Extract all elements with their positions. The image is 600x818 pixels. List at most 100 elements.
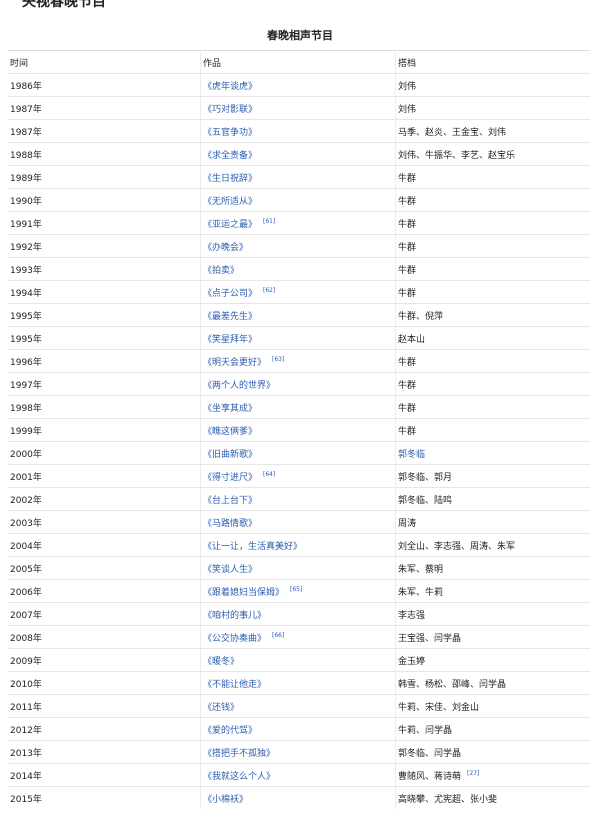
work-link[interactable]: 《让一让，生活真美好》	[203, 541, 303, 552]
work-link[interactable]: 《亚运之最》	[203, 219, 258, 230]
work-link[interactable]: 《我就这么个人》	[203, 771, 276, 782]
work-link[interactable]: 《爱的代驾》	[203, 725, 258, 736]
year-cell: 1987年	[8, 96, 201, 120]
work-link[interactable]: 《生日祝辞》	[203, 173, 258, 184]
partners-text: 高晓攀、尤宪超、张小斐	[398, 794, 498, 805]
partners-text: 朱军、牛莉	[398, 587, 444, 598]
work-link[interactable]: 《瞧这俩爹》	[203, 426, 258, 437]
partners-cell: 牛莉、闫学晶	[395, 717, 590, 741]
partners-cell: 牛群	[395, 165, 590, 189]
work-link[interactable]: 《还钱》	[203, 702, 240, 713]
partners-text: 牛群	[398, 196, 417, 207]
table-row: 1994年 《点子公司》 [62] 牛群	[8, 280, 590, 304]
partners-cell: 牛群	[395, 188, 590, 212]
partners-text: 刘全山、李志强、周涛、朱军	[398, 541, 516, 552]
work-link[interactable]: 《台上台下》	[203, 495, 258, 506]
reference-link[interactable]: [66]	[272, 631, 285, 639]
work-link[interactable]: 《虎年谈虎》	[203, 81, 258, 92]
table-row: 2003年 《马路情歌》 周涛	[8, 510, 590, 534]
work-link[interactable]: 《咱村的事儿》	[203, 610, 267, 621]
work-link[interactable]: 《得寸进尺》	[203, 472, 258, 483]
table-row: 1996年 《明天会更好》 [63] 牛群	[8, 349, 590, 373]
partners-text: 曹随风、蒋诗萌	[398, 771, 462, 782]
year-cell: 2007年	[8, 602, 201, 626]
reference-link[interactable]: [27]	[467, 769, 480, 777]
table-row: 1989年 《生日祝辞》 牛群	[8, 165, 590, 189]
work-link[interactable]: 《坐享其成》	[203, 403, 258, 414]
work-cell: 《得寸进尺》 [64]	[200, 464, 396, 488]
year-cell: 1988年	[8, 142, 201, 166]
reference-link[interactable]: [61]	[263, 217, 276, 225]
partners-text: 郭冬临、郭月	[398, 472, 453, 483]
table-caption: 春晚相声节目	[267, 29, 333, 42]
partners-text: 王宝强、闫学晶	[398, 633, 462, 644]
work-link[interactable]: 《跟着媳妇当保姆》	[203, 587, 285, 598]
work-link[interactable]: 《办晚会》	[203, 242, 249, 253]
work-link[interactable]: 《马路情歌》	[203, 518, 258, 529]
partners-cell: 郭冬临、闫学晶	[395, 740, 590, 764]
partners-cell: 刘伟、牛振华、李艺、赵宝乐	[395, 142, 590, 166]
work-link[interactable]: 《求全责备》	[203, 150, 258, 161]
year-cell: 2000年	[8, 441, 201, 465]
year-cell: 1997年	[8, 372, 201, 396]
header-work: 作品	[200, 50, 396, 74]
partners-cell: 赵本山	[395, 326, 590, 350]
partner-link[interactable]: 郭冬临	[398, 449, 426, 460]
work-cell: 《我就这么个人》	[200, 763, 396, 787]
reference-link[interactable]: [62]	[263, 286, 276, 294]
year-cell: 1994年	[8, 280, 201, 304]
work-link[interactable]: 《旧曲新歌》	[203, 449, 258, 460]
partners-cell: 王宝强、闫学晶	[395, 625, 590, 649]
partners-cell: 朱军、蔡明	[395, 556, 590, 580]
partners-cell: 牛群	[395, 418, 590, 442]
partners-text: 郭冬临、陆鸣	[398, 495, 453, 506]
work-link[interactable]: 《搭把手不孤独》	[203, 748, 276, 759]
work-link[interactable]: 《最差先生》	[203, 311, 258, 322]
work-cell: 《生日祝辞》	[200, 165, 396, 189]
work-link[interactable]: 《小棉袄》	[203, 794, 249, 805]
work-link[interactable]: 《公交协奏曲》	[203, 633, 267, 644]
reference-link[interactable]: [64]	[263, 470, 276, 478]
table-row: 2013年 《搭把手不孤独》 郭冬临、闫学晶	[8, 740, 590, 764]
table-row: 2014年 《我就这么个人》 曹随风、蒋诗萌 [27]	[8, 763, 590, 787]
partners-cell: 牛群	[395, 372, 590, 396]
partners-cell: 牛群、倪萍	[395, 303, 590, 327]
sketch-programs-table: 时间 作品 搭档 1986年 《虎年谈虎》 刘伟 1987年 《巧对影联》 刘伟 1987年…	[8, 50, 590, 809]
reference-link[interactable]: [65]	[290, 585, 303, 593]
year-cell: 1995年	[8, 303, 201, 327]
work-link[interactable]: 《笑星拜年》	[203, 334, 258, 345]
partners-text: 牛群	[398, 357, 417, 368]
table-row: 1999年 《瞧这俩爹》 牛群	[8, 418, 590, 442]
work-link[interactable]: 《笑谈人生》	[203, 564, 258, 575]
partners-cell: 韩雪、杨松、邵峰、闫学晶	[395, 671, 590, 695]
work-link[interactable]: 《巧对影联》	[203, 104, 258, 115]
table-row: 2011年 《还钱》 牛莉、宋佳、刘金山	[8, 694, 590, 718]
table-row: 1995年 《笑星拜年》 赵本山	[8, 326, 590, 350]
work-link[interactable]: 《五官争功》	[203, 127, 258, 138]
table-row: 2008年 《公交协奏曲》 [66] 王宝强、闫学晶	[8, 625, 590, 649]
year-cell: 2008年	[8, 625, 201, 649]
work-link[interactable]: 《拍卖》	[203, 265, 240, 276]
work-cell: 《小棉袄》	[200, 786, 396, 809]
year-cell: 2013年	[8, 740, 201, 764]
work-link[interactable]: 《暖冬》	[203, 656, 240, 667]
work-link[interactable]: 《点子公司》	[203, 288, 258, 299]
partners-cell: 郭冬临、陆鸣	[395, 487, 590, 511]
partners-text: 刘伟	[398, 104, 417, 115]
partners-cell: 牛群	[395, 395, 590, 419]
work-link[interactable]: 《两个人的世界》	[203, 380, 276, 391]
work-link[interactable]: 《明天会更好》	[203, 357, 267, 368]
work-link[interactable]: 《无所适从》	[203, 196, 258, 207]
partners-text: 韩雪、杨松、邵峰、闫学晶	[398, 679, 507, 690]
year-cell: 1999年	[8, 418, 201, 442]
partners-text: 牛群	[398, 380, 417, 391]
reference-link[interactable]: [63]	[272, 355, 285, 363]
work-cell: 《最差先生》	[200, 303, 396, 327]
work-cell: 《马路情歌》	[200, 510, 396, 534]
partners-cell: 郭冬临、郭月	[395, 464, 590, 488]
work-link[interactable]: 《不能让他走》	[203, 679, 267, 690]
work-cell: 《拍卖》	[200, 257, 396, 281]
partners-cell: 马季、赵炎、王金宝、刘伟	[395, 119, 590, 143]
work-cell: 《办晚会》	[200, 234, 396, 258]
table-header-row: 时间 作品 搭档	[8, 50, 590, 74]
